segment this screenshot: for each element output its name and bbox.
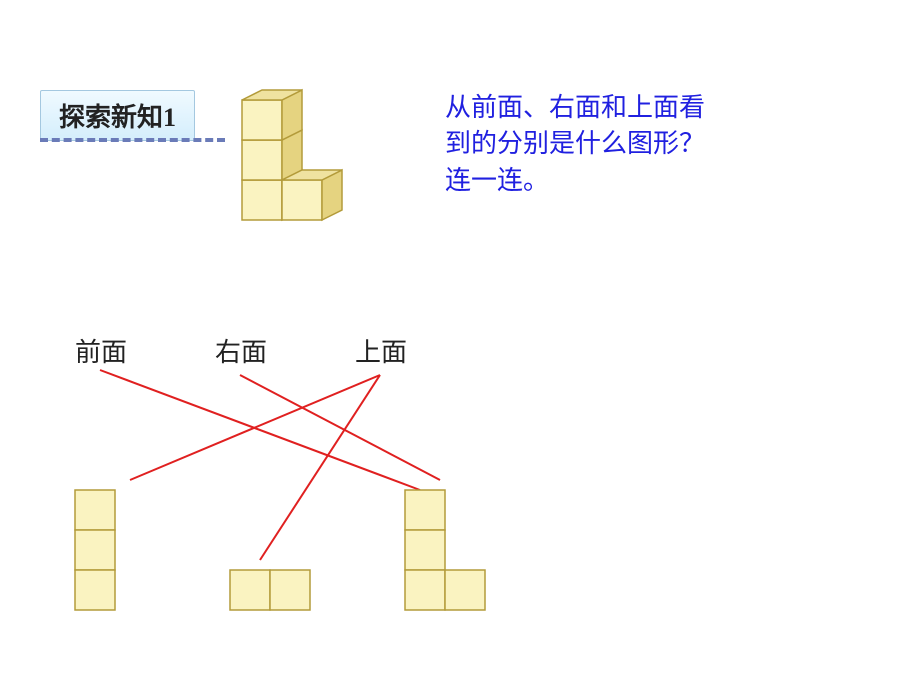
isometric-model: [242, 90, 342, 220]
flat-shape-C: [405, 490, 485, 610]
flat-shape-B: [230, 570, 310, 610]
connection-lines: [100, 370, 440, 560]
diagram-canvas: [0, 0, 920, 690]
flat-shape-A: [75, 490, 115, 610]
